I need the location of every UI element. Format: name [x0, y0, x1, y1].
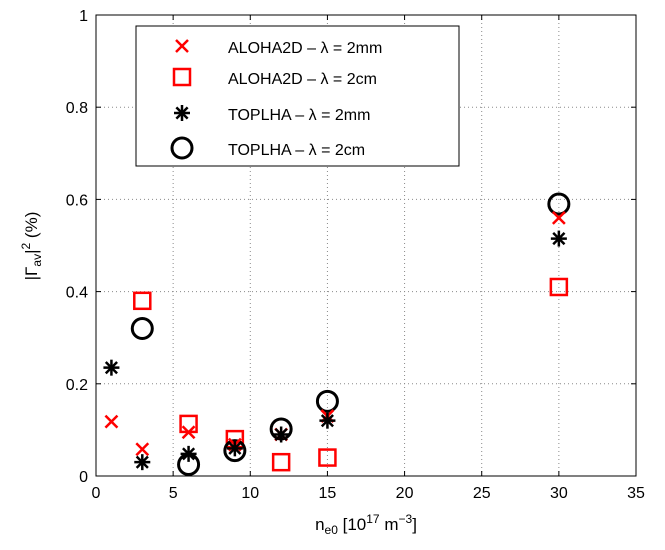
y-tick-label: 0.2	[66, 377, 88, 394]
marker-toplha-2cm	[315, 389, 339, 413]
legend-label-toplha-2mm: TOPLHA – λ = 2mm	[228, 107, 370, 124]
marker-aloha2d-2mm	[135, 442, 150, 457]
legend-marker-toplha-2cm	[170, 136, 194, 160]
legend-label-aloha-2cm: ALOHA2D – λ = 2cm	[228, 71, 377, 88]
marker-toplha-2mm	[103, 359, 120, 376]
marker-aloha2d-2mm	[551, 210, 566, 225]
marker-toplha-2cm	[547, 192, 571, 216]
x-axis-label: ne0 [1017 m−3]	[315, 512, 417, 537]
marker-toplha-2cm	[130, 316, 154, 340]
y-tick-label: 1	[79, 8, 88, 25]
marker-toplha-2mm	[273, 426, 290, 443]
legend-marker-aloha2d-2mm	[175, 39, 189, 53]
marker-aloha2d-2mm	[104, 414, 119, 429]
marker-aloha2d-2cm	[549, 277, 569, 297]
x-tick-labels: 0 5 10 15 20 25 30 35	[92, 485, 645, 502]
marker-aloha2d-2cm	[271, 452, 291, 472]
data-markers	[103, 192, 571, 476]
marker-aloha2d-2cm	[179, 414, 198, 434]
x-tick-label: 5	[169, 485, 178, 502]
x-tick-label: 20	[396, 485, 414, 502]
x-tick-label: 25	[473, 485, 491, 502]
y-tick-label: 0.8	[66, 100, 88, 117]
y-axis-label: |Γav|2 (%)	[19, 212, 44, 281]
marker-toplha-2mm	[319, 412, 336, 429]
x-tick-label: 10	[241, 485, 259, 502]
legend: ALOHA2D – λ = 2mm ALOHA2D – λ = 2cm TOPL…	[135, 25, 460, 167]
y-tick-labels: 0 0.2 0.4 0.6 0.8 1	[66, 8, 88, 486]
marker-toplha-2mm	[226, 440, 243, 457]
marker-aloha2d-2cm	[133, 291, 152, 311]
marker-aloha2d-2mm	[181, 425, 196, 440]
marker-toplha-2mm	[180, 445, 197, 462]
marker-toplha-2mm	[550, 230, 567, 247]
marker-aloha2d-2cm	[318, 448, 337, 467]
x-tick-label: 15	[319, 485, 337, 502]
marker-toplha-2mm	[134, 454, 151, 471]
legend-markers	[170, 39, 194, 160]
legend-marker-aloha2d-2cm	[172, 67, 192, 87]
y-tick-label: 0.6	[66, 192, 88, 209]
y-tick-label: 0.4	[66, 285, 88, 302]
legend-marker-toplha-2mm	[174, 105, 190, 121]
legend-label-toplha-2cm: TOPLHA – λ = 2cm	[228, 142, 365, 159]
x-tick-label: 30	[550, 485, 568, 502]
plot-area-frame	[95, 14, 637, 477]
axis-ticks	[95, 14, 637, 477]
x-tick-label: 35	[627, 485, 645, 502]
y-tick-label: 0	[79, 469, 88, 486]
legend-label-aloha-2mm: ALOHA2D – λ = 2mm	[228, 40, 382, 57]
x-tick-label: 0	[92, 485, 101, 502]
